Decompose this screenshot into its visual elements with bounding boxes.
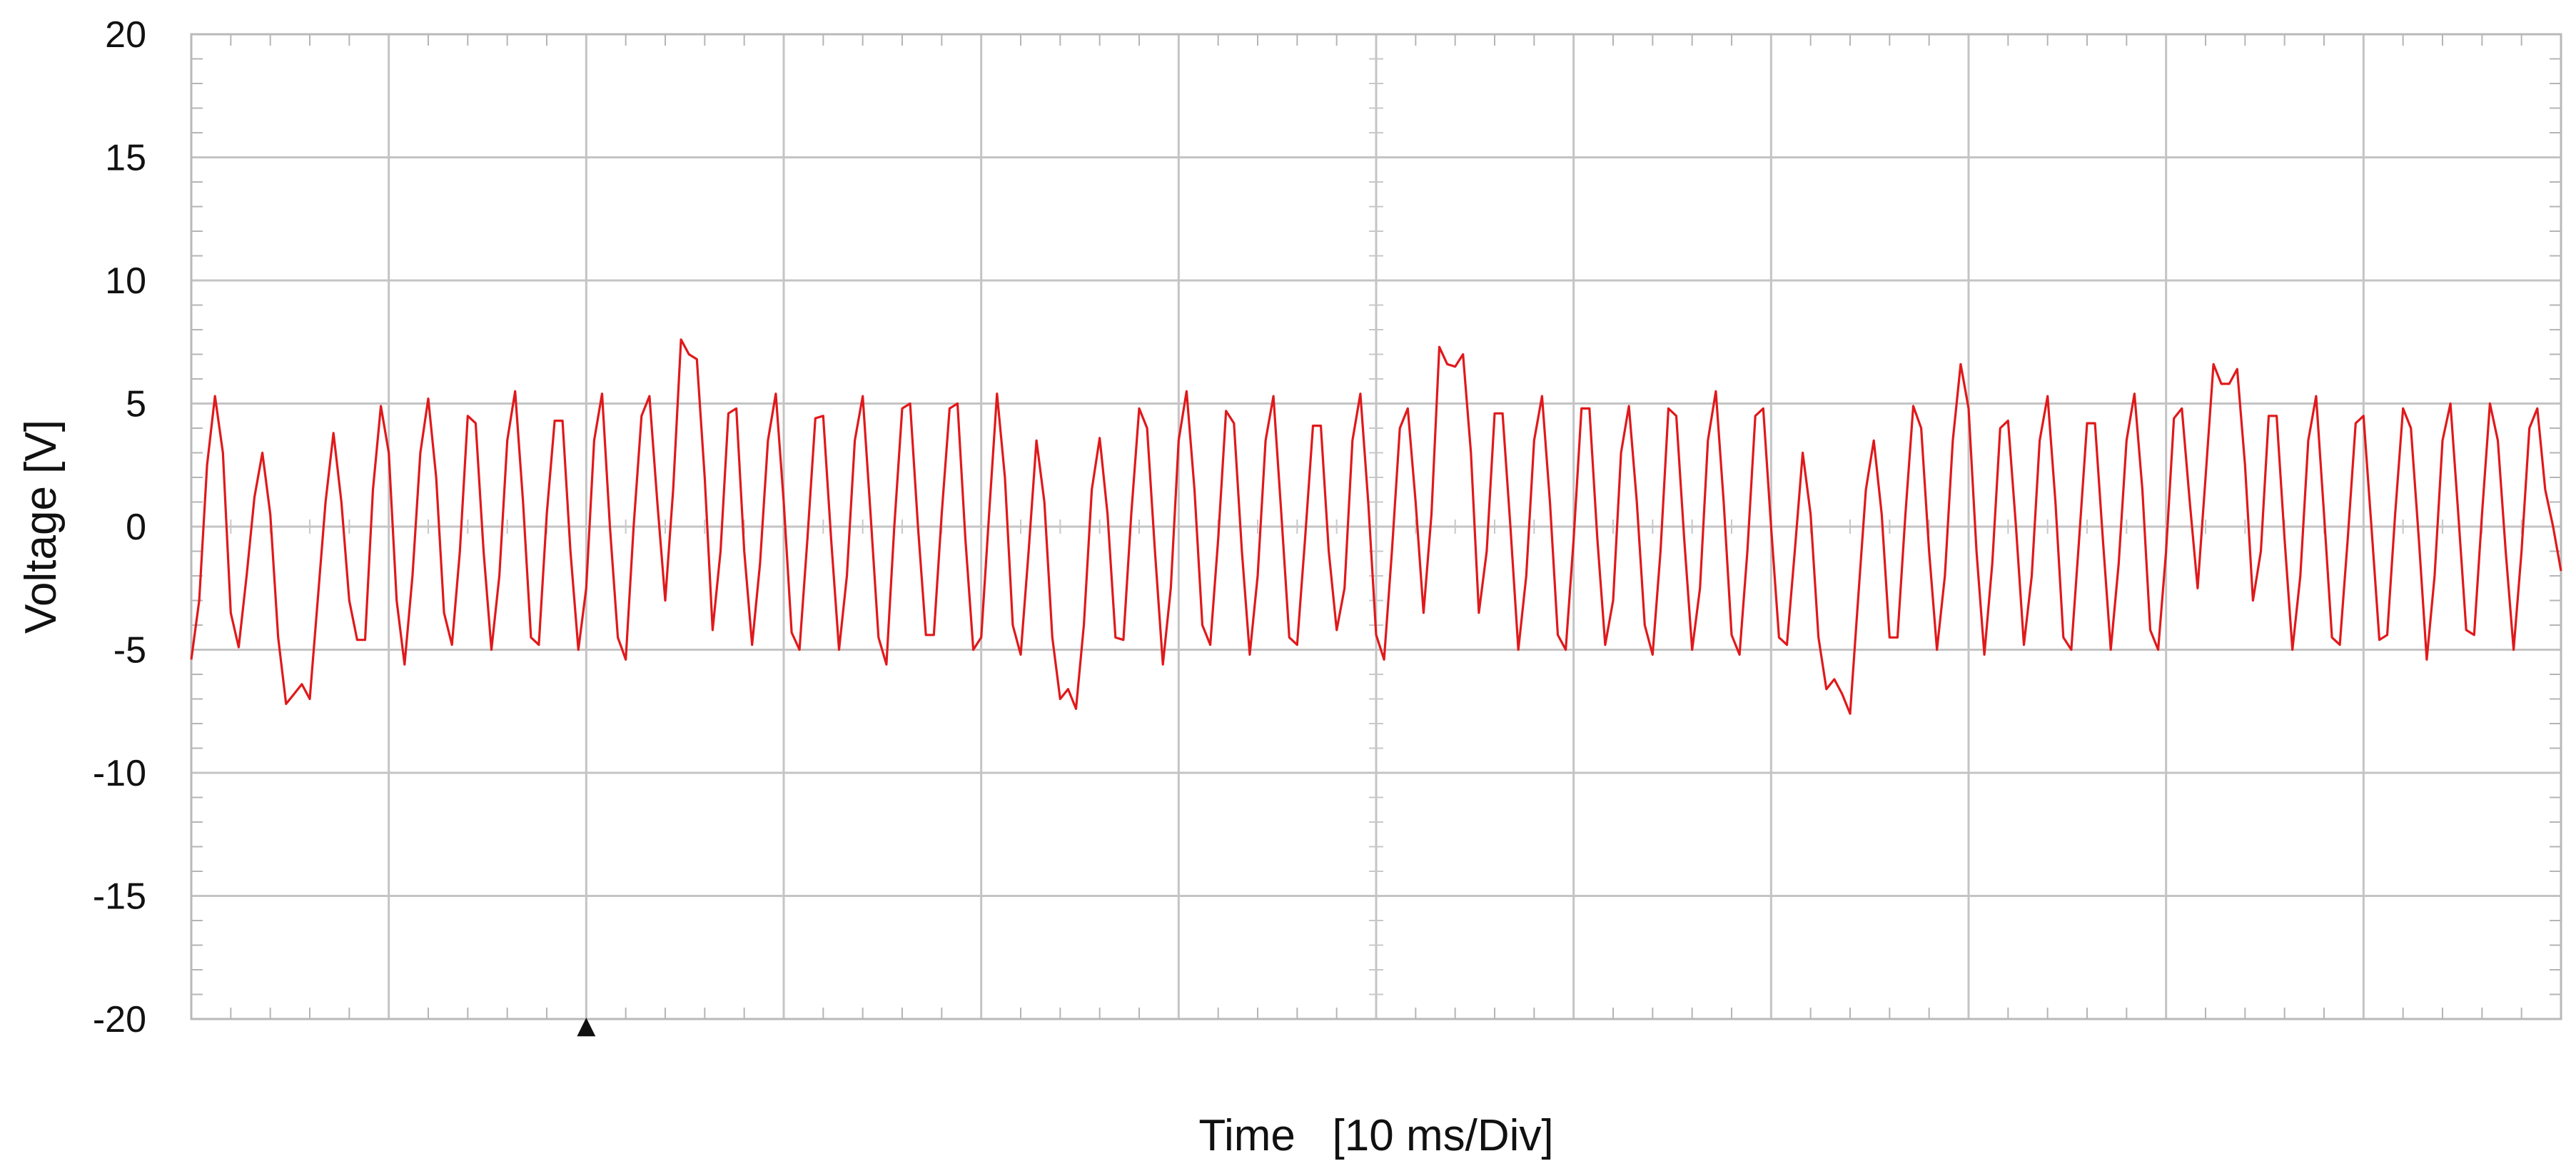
y-tick-label: -5: [113, 630, 146, 671]
x-axis-title: Time [10 ms/Div]: [1198, 1111, 1553, 1160]
gridlines: [191, 34, 2561, 1019]
y-tick-label: 5: [126, 384, 146, 425]
y-tick-label: 15: [105, 138, 146, 179]
y-tick-label: -10: [93, 753, 146, 794]
y-tick-label: 10: [105, 260, 146, 302]
minor-tick-marks: [191, 34, 2561, 1019]
plot-border: [190, 33, 2562, 1020]
voltage-trace: [190, 338, 2562, 715]
y-axis-title: Voltage [V]: [16, 420, 66, 634]
y-tick-labels: 20 15 10 5 0 -5 -10 -15 -20: [93, 14, 146, 1040]
y-tick-label: -20: [93, 999, 146, 1040]
trigger-marker: ▲: [577, 1011, 596, 1040]
y-tick-label: 20: [105, 14, 146, 56]
y-tick-label: -15: [93, 876, 146, 918]
y-tick-label: 0: [126, 507, 146, 548]
